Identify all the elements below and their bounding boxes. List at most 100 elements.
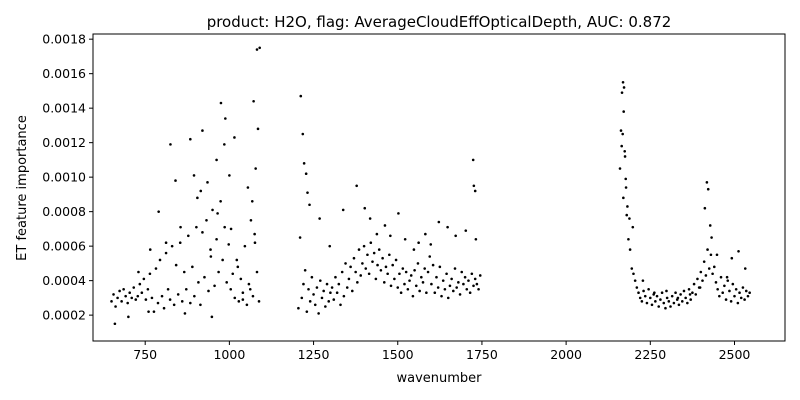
scatter-point [122, 287, 125, 291]
scatter-point [475, 282, 479, 286]
scatter-point [176, 293, 180, 296]
scatter-point [619, 129, 623, 132]
scatter-point [375, 232, 379, 236]
scatter-point [116, 296, 119, 300]
scatter-point [372, 251, 376, 255]
scatter-point [428, 255, 432, 258]
scatter-point [237, 300, 241, 303]
scatter-point [197, 281, 200, 284]
scatter-point [219, 200, 222, 203]
scatter-point [413, 268, 416, 272]
scatter-point [672, 301, 676, 305]
scatter-point [213, 284, 216, 288]
scatter-point [446, 225, 449, 229]
scatter-point [709, 253, 713, 257]
scatter-point [253, 232, 256, 236]
scatter-point [245, 303, 249, 307]
scatter-point [716, 287, 719, 291]
scatter-point [162, 306, 166, 310]
scatter-point [440, 294, 443, 298]
x-tick-label: 750 [133, 347, 157, 362]
scatter-point [431, 263, 435, 267]
scatter-point [436, 286, 440, 289]
scatter-point [622, 110, 625, 113]
scatter-point [216, 212, 219, 215]
scatter-point [377, 248, 381, 251]
scatter-point [148, 272, 152, 276]
scatter-point [458, 293, 462, 296]
scatter-point [221, 258, 224, 262]
scatter-point [420, 275, 423, 279]
scatter-point [664, 306, 667, 310]
scatter-point [706, 187, 710, 191]
scatter-point [391, 263, 395, 267]
scatter-point [679, 293, 682, 296]
scatter-point [406, 287, 410, 291]
scatter-point [130, 296, 134, 300]
scatter-point [386, 272, 389, 276]
scatter-point [249, 218, 253, 222]
scatter-point [340, 270, 344, 274]
scatter-point [654, 300, 657, 303]
scatter-point [641, 279, 645, 282]
scatter-point [676, 296, 680, 300]
scatter-point [692, 282, 696, 286]
scatter-point [196, 196, 199, 200]
scatter-point [393, 277, 396, 281]
y-tick-label: 0.0014 [42, 101, 86, 116]
scatter-point [711, 272, 714, 276]
scatter-point [124, 294, 127, 298]
scatter-point [210, 315, 214, 319]
scatter-point [635, 286, 639, 289]
scatter-point [369, 241, 373, 244]
scatter-point [193, 294, 196, 298]
scatter-point [355, 184, 358, 188]
scatter-point [424, 232, 427, 236]
scatter-point [154, 267, 158, 270]
x-tick-label: 1250 [298, 347, 330, 362]
scatter-point [344, 262, 347, 265]
scatter-point [148, 248, 152, 251]
x-tick-label: 2500 [719, 347, 751, 362]
scatter-point [126, 301, 129, 305]
scatter-point [723, 284, 726, 288]
scatter-point [474, 237, 478, 241]
scatter-point [366, 253, 369, 257]
scatter-point [726, 279, 730, 282]
scatter-point [426, 270, 430, 274]
scatter-point [339, 303, 342, 307]
scatter-point [733, 294, 736, 298]
scatter-point [425, 291, 428, 295]
scatter-point [224, 117, 227, 120]
y-tick-label: 0.0016 [42, 66, 86, 81]
scatter-point [253, 241, 257, 244]
scatter-point [322, 289, 325, 293]
scatter-point [356, 281, 359, 284]
scatter-point [670, 294, 674, 298]
scatter-point [180, 300, 184, 303]
scatter-point [215, 237, 218, 241]
scatter-point [164, 251, 168, 255]
scatter-point [389, 234, 392, 238]
scatter-point [303, 268, 307, 272]
y-tick-label: 0.0006 [42, 239, 86, 254]
scatter-point [332, 298, 336, 301]
scatter-point [217, 270, 220, 274]
scatter-point [248, 287, 252, 291]
scatter-point [364, 267, 368, 270]
scatter-point [446, 296, 450, 300]
scatter-point [441, 279, 445, 282]
scatter-point [705, 181, 709, 184]
scatter-point [199, 303, 202, 307]
scatter-point [408, 279, 411, 282]
scatter-point [453, 267, 457, 270]
scatter-point [307, 287, 310, 291]
scatter-point [737, 250, 740, 253]
scatter-point [724, 298, 728, 301]
scatter-point [468, 291, 472, 295]
scatter-point [140, 291, 144, 295]
scatter-point [352, 256, 356, 260]
scatter-point [201, 231, 204, 234]
scatter-point [341, 208, 345, 212]
